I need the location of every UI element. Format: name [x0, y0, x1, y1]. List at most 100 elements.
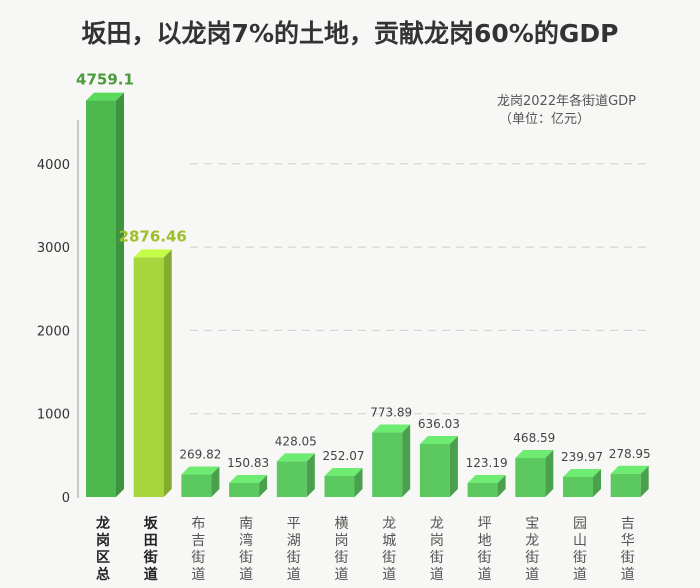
bar-side: [593, 469, 601, 497]
x-tick-label: 道: [478, 567, 492, 583]
x-tick-label: 平: [287, 516, 301, 532]
bar: [467, 475, 506, 497]
bar: [372, 424, 411, 497]
y-tick-label: 4000: [37, 158, 70, 173]
x-tick-label: 道: [335, 567, 349, 583]
x-tick-label: 道: [525, 567, 539, 583]
bar-top: [324, 468, 363, 477]
data-label: 123.19: [466, 456, 508, 470]
bar-side: [497, 475, 506, 497]
bar-front: [467, 483, 498, 497]
x-tick-label: 道: [239, 567, 253, 583]
bar: [133, 249, 172, 497]
legend-title: 龙岗2022年各街道GDP: [497, 94, 637, 109]
x-tick-label: 道: [144, 566, 158, 583]
bar-top: [610, 465, 649, 474]
x-tick-label: 道: [191, 567, 205, 583]
x-tick-label: 街: [525, 550, 539, 566]
x-tick-label: 龙: [382, 516, 396, 532]
bar: [610, 465, 649, 497]
bar-side: [211, 466, 220, 497]
bar-front: [515, 457, 546, 497]
bar-top: [563, 469, 601, 478]
x-tick-label: 坂: [144, 515, 159, 532]
x-tick-label: 湾: [239, 532, 253, 549]
x-tick-label: 山: [573, 533, 587, 549]
bar-top: [515, 449, 554, 458]
bar: [229, 475, 268, 497]
bar-front: [563, 477, 593, 497]
data-label: 636.03: [418, 417, 460, 431]
x-tick-label: 街: [239, 550, 253, 566]
x-tick-label: 坪: [478, 516, 492, 532]
data-label: 239.97: [561, 450, 603, 464]
x-tick-label: 街: [191, 550, 205, 566]
x-tick-label: 区: [96, 550, 110, 566]
x-tick-label: 华: [621, 533, 635, 549]
bar: [86, 92, 124, 498]
bar-front: [133, 257, 164, 497]
y-tick-label: 0: [62, 491, 70, 506]
x-tick-label: 道: [573, 567, 587, 583]
x-tick-label: 街: [143, 549, 158, 566]
bar: [324, 468, 363, 497]
x-tick-label: 田: [144, 533, 158, 549]
x-tick-label: 总: [96, 566, 110, 583]
data-label: 773.89: [370, 406, 412, 420]
bar: [181, 466, 220, 497]
x-tick-label: 龙: [95, 515, 110, 532]
legend-unit: （单位：亿元）: [499, 112, 591, 127]
y-tick-label: 1000: [37, 408, 70, 423]
x-tick-label: 岗: [96, 532, 110, 549]
x-tick-label: 街: [287, 550, 301, 566]
x-tick-label: 城: [382, 533, 396, 549]
x-tick-label: 道: [430, 567, 444, 583]
bar-front: [229, 483, 260, 497]
bar-side: [259, 475, 268, 497]
x-tick-label: 街: [621, 550, 635, 566]
bar-side: [354, 468, 363, 497]
x-tick-label: 道: [382, 567, 396, 583]
bar: [515, 449, 554, 497]
y-tick-label: 2000: [37, 324, 70, 339]
bar-front: [276, 461, 307, 497]
x-tick-label: 街: [335, 550, 349, 566]
bar-side: [306, 453, 315, 497]
x-tick-label: 横: [335, 516, 349, 532]
x-tick-label: 岗: [430, 533, 444, 549]
bar-side: [545, 449, 554, 497]
data-label: 428.05: [275, 434, 317, 448]
x-tick-label: 吉: [621, 516, 635, 532]
bar-top: [467, 475, 506, 483]
data-label: 2876.46: [119, 227, 187, 245]
x-tick-label: 街: [478, 550, 492, 566]
x-tick-label: 道: [621, 567, 635, 583]
bar-side: [449, 436, 458, 497]
x-tick-label: 布: [191, 516, 205, 532]
bar-top: [86, 92, 124, 101]
bar-front: [419, 444, 450, 497]
bar: [419, 436, 458, 497]
bar-top: [419, 436, 458, 445]
x-tick-label: 吉: [191, 533, 205, 549]
bar-front: [372, 432, 403, 497]
bar-top: [372, 424, 411, 433]
bar-side: [116, 92, 124, 498]
bar-side: [402, 424, 411, 497]
x-tick-label: 龙: [525, 533, 539, 549]
x-tick-label: 街: [382, 550, 396, 566]
data-label: 4759.1: [76, 71, 134, 89]
bar-top: [276, 453, 315, 462]
bar-front: [324, 476, 355, 497]
chart-title: 坂田，以龙岗7%的土地，贡献龙岗60%的GDP: [81, 19, 619, 48]
bar-side: [163, 249, 172, 497]
legend: 龙岗2022年各街道GDP （单位：亿元）: [497, 93, 636, 129]
bar-front: [86, 100, 116, 498]
x-tick-label: 道: [287, 567, 301, 583]
bar-top: [181, 466, 220, 475]
bar-top: [229, 475, 268, 483]
x-tick-label: 地: [478, 533, 492, 549]
x-tick-label: 南: [239, 516, 253, 532]
bar-front: [610, 473, 641, 497]
